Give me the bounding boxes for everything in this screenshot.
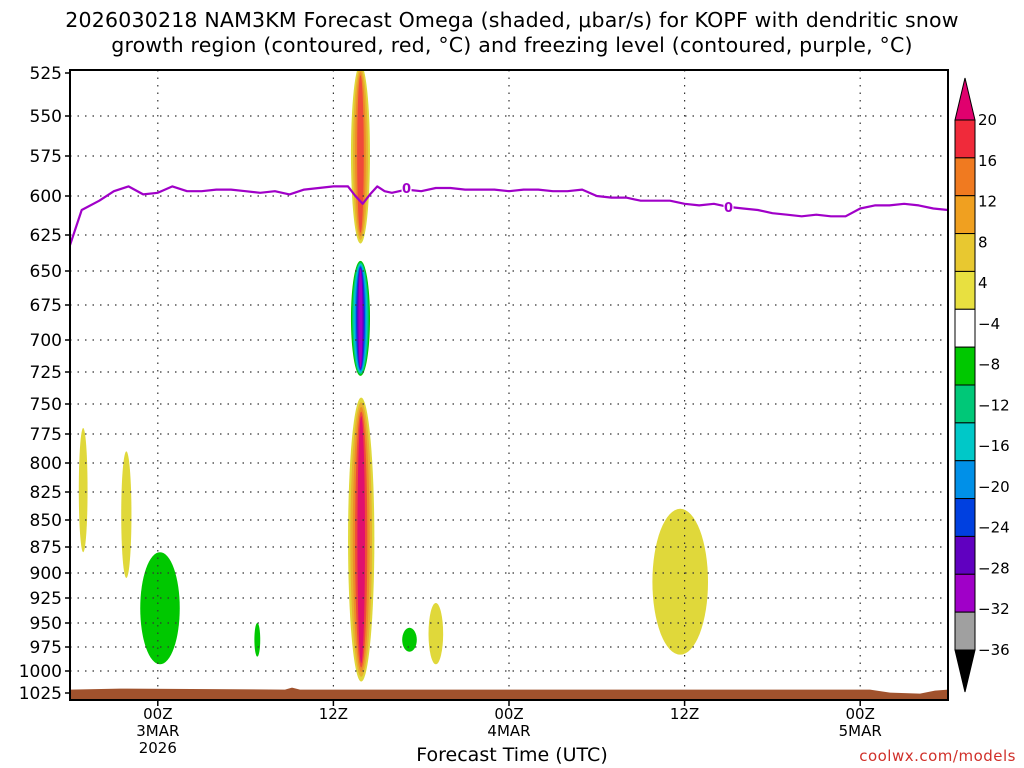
freezing-level-label-bg [401,181,412,195]
chart-title-line1: 2026030218 NAM3KM Forecast Omega (shaded… [65,8,959,32]
x-tick-label: 12Z [670,705,699,723]
colorbar-label: −24 [978,519,1010,537]
colorbar-swatch [954,346,976,386]
omega-region [350,260,370,376]
y-tick-label: 1000 [19,662,62,682]
colorbar-label: −32 [978,600,1010,618]
omega-contour-pos_4 [78,428,88,553]
y-tick-label: 975 [30,638,62,658]
colorbar-swatch [954,233,976,272]
grid-lines [70,70,948,700]
y-tick-label: 800 [30,454,62,474]
y-tick-label: 625 [30,226,62,246]
y-tick-label: 600 [30,187,62,207]
colorbar-label: −4 [978,315,1000,333]
colorbar-label: 12 [978,193,997,211]
colorbar-swatch [954,195,976,235]
x-tick-label: 00Z [846,705,875,723]
source-credit: coolwx.com/models [859,747,1016,765]
y-tick-label: 900 [30,564,62,584]
colorbar-swatch [954,157,976,197]
colorbar-label: −8 [978,356,1000,374]
x-tick-label: 3MAR [136,722,179,740]
colorbar-swatch [954,611,976,651]
y-tick-label: 550 [30,107,62,127]
colorbar-label: 16 [978,152,997,170]
y-tick-label: 700 [30,331,62,351]
terrain-fill [70,687,948,700]
x-tick-label: 00Z [143,705,172,723]
y-tick-label: 850 [30,511,62,531]
colorbar-label: −12 [978,396,1010,414]
y-axis-ticks: 525 550 575 600 625 650 675 700 725 750 775 800 825 8… [19,64,70,704]
freezing-level-layer: 00 [70,181,948,246]
y-tick-label: 775 [30,425,62,445]
omega-region [140,552,180,665]
colorbar-swatch [954,119,976,159]
freezing-level-label-bg [723,199,734,214]
freezing-level-label: 0 [724,201,733,216]
colorbar: 20 16 12 8 4 −4 −8 −12 −16 −20 −24 −28 −32 −36 [954,77,1010,693]
y-tick-label: 1025 [19,684,62,704]
colorbar-swatch [954,460,976,500]
omega-region [121,451,132,578]
x-tick-label: 12Z [319,705,348,723]
freezing-level-line [70,185,948,246]
omega-contour-pos_4 [428,603,444,665]
colorbar-label: 20 [978,111,997,129]
y-tick-label: 575 [30,147,62,167]
y-tick-label: 675 [30,296,62,316]
omega-region [652,508,709,655]
y-tick-label: 725 [30,363,62,383]
omega-contour-neg_4 [140,552,180,665]
terrain-layer [70,687,948,700]
omega-region [78,428,88,553]
y-tick-label: 950 [30,614,62,634]
x-tick-label: 2026 [139,739,177,757]
colorbar-label: −36 [978,641,1010,659]
omega-contour-pos_4 [652,508,709,655]
colorbar-swatch [954,422,976,462]
omega-contour-pos_16 [357,75,364,233]
x-axis-label: Forecast Time (UTC) [416,744,608,766]
x-tick-label: 00Z [494,705,523,723]
omega-region [348,397,375,682]
y-tick-label: 650 [30,262,62,282]
x-tick-label: 4MAR [487,722,530,740]
y-tick-label: 750 [30,395,62,415]
y-tick-label: 875 [30,538,62,558]
omega-contour-pos_20 [357,416,365,663]
y-tick-label: 925 [30,589,62,609]
colorbar-label: −28 [978,559,1010,577]
colorbar-bottom-arrow [954,649,976,693]
colorbar-swatch [954,384,976,424]
x-tick-label: 5MAR [839,722,882,740]
omega-contour-neg_28 [358,269,363,368]
colorbar-label: 4 [978,274,988,292]
omega-region [402,627,417,652]
colorbar-swatch [954,308,976,348]
colorbar-swatch [954,573,976,613]
colorbar-swatch [954,498,976,537]
chart-title-line2: growth region (contoured, red, °C) and f… [111,33,913,57]
colorbar-label: −20 [978,478,1010,496]
colorbar-swatch [954,270,976,310]
y-tick-label: 825 [30,483,62,503]
colorbar-top-arrow [954,77,976,121]
y-tick-label: 525 [30,64,62,84]
omega-shading-layer [78,70,709,682]
colorbar-label: 8 [978,233,988,251]
omega-region [254,623,261,657]
colorbar-label: −16 [978,437,1010,455]
colorbar-swatch [954,535,976,575]
omega-region [350,70,370,244]
omega-contour-pos_4 [121,451,132,578]
freezing-level-label: 0 [402,182,411,197]
omega-contour-neg_4 [402,627,417,652]
omega-contour-neg_4 [254,623,261,657]
omega-region [428,603,444,665]
